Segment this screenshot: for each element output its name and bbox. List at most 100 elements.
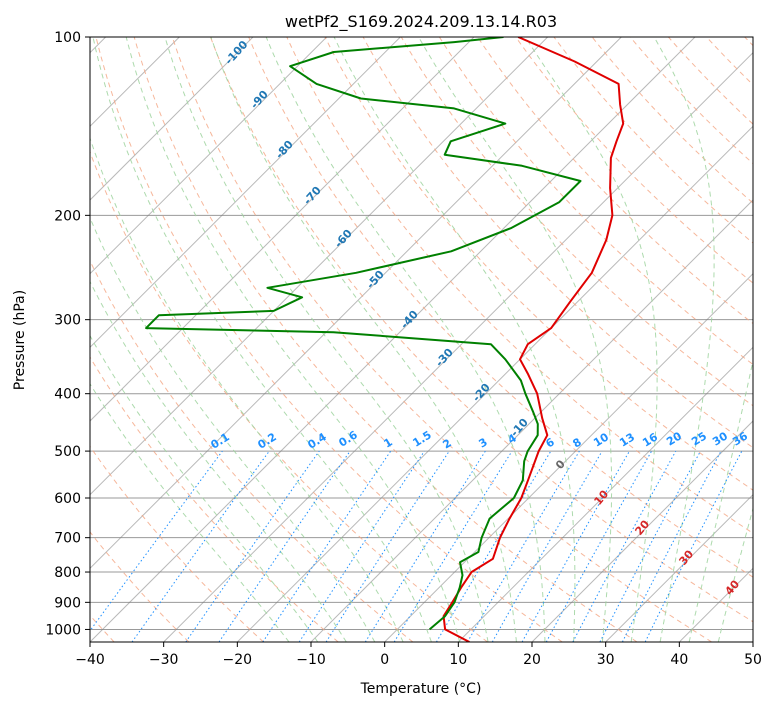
isotherm-line: [678, 567, 753, 642]
y-tick-label: 700: [54, 531, 81, 547]
x-tick-label: 0: [380, 652, 389, 668]
y-tick-label: 800: [54, 565, 81, 581]
mixing-ratio-label: 25: [689, 429, 709, 448]
dry-adiabat-line: [90, 356, 339, 642]
y-tick-label: 600: [54, 491, 81, 507]
moist-adiabat-label: -20: [470, 381, 493, 405]
mixing-ratio-line: [185, 450, 320, 642]
moist-adiabat-label: -100: [222, 38, 250, 67]
mixing-ratio-label: 13: [617, 430, 637, 449]
isotherm-line: [90, 37, 475, 422]
dry-adiabat-line: [90, 259, 414, 642]
grid-lines: [90, 37, 753, 642]
dry-adiabat-line: [90, 445, 264, 642]
mixing-ratio-label: 30: [710, 429, 730, 448]
mixing-ratio-label: 1.5: [410, 428, 433, 449]
y-tick-label: 100: [54, 30, 81, 46]
moist-adiabat-line: [90, 136, 404, 642]
mixing-ratio-line: [325, 450, 450, 642]
x-tick-label: 40: [670, 652, 688, 668]
x-tick-label: 20: [523, 652, 541, 668]
isotherm-line: [90, 37, 622, 570]
dry-adiabat-line: [515, 37, 753, 284]
mixing-ratio-label: 2: [440, 436, 453, 451]
isotherm-line: [605, 493, 753, 642]
isotherm-line: [163, 51, 753, 642]
mixing-ratio-label: 20: [664, 429, 684, 448]
dry-adiabat-label: 20: [632, 517, 652, 537]
y-axis-label: Pressure (hPa): [12, 290, 28, 390]
isotherm-line: [90, 37, 254, 201]
dry-adiabat-line: [133, 37, 638, 642]
dry-adiabat-line: [90, 531, 190, 642]
isotherm-line: [236, 125, 753, 642]
isotherm-line: [457, 346, 753, 642]
dry-adiabat-line: [324, 37, 753, 491]
dry-adiabat-line: [400, 37, 753, 407]
dry-adiabat-line: [95, 37, 563, 642]
mixing-ratio-line: [491, 450, 603, 642]
mixing-ratio-label: 3: [476, 435, 489, 450]
moist-adiabat-label: -90: [248, 88, 271, 112]
mixing-ratio-line: [435, 450, 552, 642]
mixing-ratio-line: [218, 450, 351, 642]
dry-adiabat-line: [706, 37, 753, 86]
isotherm-line: [90, 37, 401, 349]
mixing-ratio-line: [572, 450, 677, 642]
moist-adiabat-line: [524, 37, 658, 642]
moist-adiabat-label: -80: [273, 138, 296, 162]
moist-adiabat-line: [164, 37, 489, 642]
dry-adiabat-label: 10: [591, 487, 611, 507]
isotherm-line: [90, 37, 328, 275]
x-axis-label: Temperature (°C): [360, 681, 482, 697]
temperature-line: [442, 37, 625, 642]
plot-frame: [89, 36, 754, 643]
moist-adiabat-line: [688, 358, 753, 642]
mixing-ratio-label: 10: [591, 430, 611, 449]
y-tick-label: 900: [54, 595, 81, 611]
dry-adiabat-line: [286, 37, 753, 534]
x-tick-label: −20: [223, 652, 253, 668]
mixing-ratio-label: 6: [543, 435, 557, 450]
isotherm-line: [531, 420, 753, 642]
mixing-ratio-line: [393, 450, 513, 642]
moist-adiabat-line: [333, 37, 576, 642]
mixing-ratio-label: 8: [570, 435, 583, 450]
dry-adiabat-line: [438, 37, 753, 366]
dry-adiabat-line: [477, 37, 753, 325]
x-tick-label: 50: [744, 652, 762, 668]
axis-ticks: −40 −30 −20 −10 0 10 20 30 40 5010020030040050060…: [45, 30, 762, 668]
moist-adiabat-line: [717, 506, 753, 642]
moist-adiabat-line: [210, 37, 517, 642]
y-tick-label: 200: [54, 208, 81, 224]
mixing-ratio-line: [364, 450, 486, 642]
x-tick-label: 30: [597, 652, 615, 668]
moist-adiabat-line: [418, 37, 613, 642]
dry-adiabat-label: 30: [676, 547, 696, 567]
mixing-ratio-label: 16: [640, 430, 660, 449]
mixing-ratio-line: [467, 450, 580, 642]
moist-adiabat-label: -70: [301, 184, 324, 208]
moist-adiabat-line: [125, 37, 461, 642]
y-tick-label: 1000: [45, 622, 81, 638]
dry-adiabat-line: [744, 37, 753, 47]
dry-adiabat-line: [210, 37, 753, 623]
dry-adiabat-label: 40: [722, 577, 742, 597]
y-tick-label: 400: [54, 387, 81, 403]
mixing-ratio-label: 1: [381, 435, 394, 450]
moist-adiabat-line: [90, 382, 290, 642]
y-tick-label: 500: [54, 444, 81, 460]
isotherm-line: [90, 37, 549, 496]
moist-adiabat-label: -40: [398, 308, 421, 332]
dewpoint-line: [145, 37, 582, 631]
mixing-ratio-line: [90, 450, 223, 632]
mixing-ratio-line: [599, 450, 701, 642]
profile-lines: [145, 37, 625, 642]
y-tick-label: 300: [54, 313, 81, 329]
moist-adiabat-line: [90, 334, 319, 642]
mixing-ratio-label: 0.6: [336, 428, 360, 450]
isotherm-line: [310, 199, 753, 642]
moist-adiabat-line: [653, 37, 715, 642]
mixing-ratio-line: [545, 450, 653, 642]
x-tick-label: 10: [449, 652, 467, 668]
